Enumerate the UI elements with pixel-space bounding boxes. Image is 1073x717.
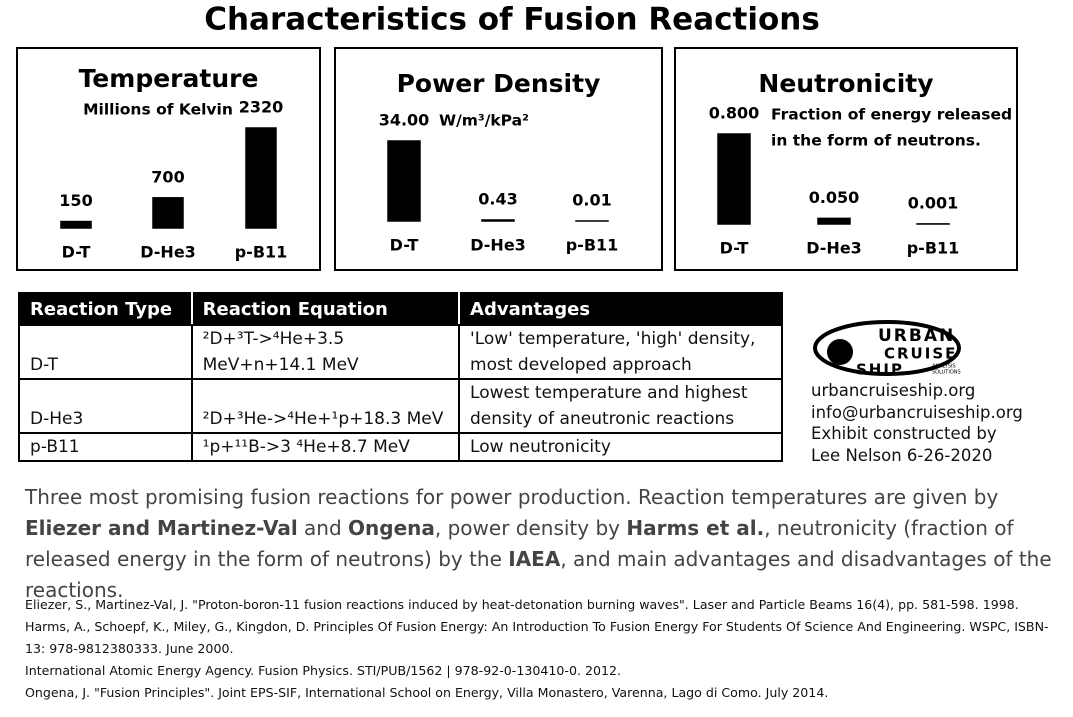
category-label: p-B11 — [907, 239, 960, 258]
table-cell: 'Low' temperature, 'high' density, most … — [458, 324, 783, 380]
reference: Harms, A., Schoepf, K., Miley, G., Kingd… — [25, 619, 1049, 656]
table-cell: ²D+³He->⁴He+¹p+18.3 MeV — [190, 378, 461, 434]
caption-segment: and — [297, 516, 349, 540]
value-label: 700 — [151, 167, 184, 186]
value-label: 2320 — [239, 98, 284, 117]
header-row: Reaction Type Reaction Equation Advantages — [18, 292, 783, 326]
caption-segment: Harms et al. — [626, 516, 765, 540]
value-label: 0.01 — [572, 190, 611, 209]
bar — [717, 133, 751, 225]
caption-segment: IAEA — [508, 547, 561, 571]
table-cell: Lowest temperature and highest density o… — [458, 378, 783, 434]
bar — [60, 220, 92, 229]
table-row: p-B11 ¹p+¹¹B->3 ⁴He+8.7 MeV Low neutronici… — [18, 432, 783, 462]
caption-segment: , power density by — [434, 516, 627, 540]
logo-ring — [813, 320, 961, 376]
value-label: 0.050 — [809, 188, 860, 207]
caption-segment: Ongena — [348, 516, 435, 540]
reference: Ongena, J. "Fusion Principles". Joint EP… — [25, 685, 829, 700]
caption-segment: , neutronicity (fraction of released ene… — [25, 516, 1014, 571]
logo-word: CRUISE — [884, 345, 957, 363]
panel-border — [16, 47, 321, 271]
category-label: D-He3 — [806, 239, 862, 258]
category-label: D-T — [390, 236, 419, 255]
category-label: D-He3 — [470, 236, 526, 255]
value-label: 0.43 — [478, 189, 517, 208]
contact-line: info@urbancruiseship.org — [811, 402, 1023, 422]
chart-title: Power Density — [397, 69, 601, 98]
caption-segment: Three most promising fusion reactions fo… — [25, 485, 999, 509]
bar — [245, 127, 277, 229]
table-cell: D-T — [18, 324, 193, 380]
chart-subtitle: in the form of neutrons. — [771, 132, 981, 150]
contact-line: Lee Nelson 6-26-2020 — [811, 445, 993, 465]
caption: Three most promising fusion reactions fo… — [25, 482, 1055, 606]
value-label: 0.001 — [908, 193, 959, 212]
logo-globe — [827, 339, 853, 365]
chart-subtitle: Fraction of energy released — [771, 106, 1012, 124]
charts: Characteristics of Fusion Reactions Temp… — [16, 2, 1018, 271]
reference: International Atomic Energy Agency. Fusi… — [25, 663, 622, 678]
value-label: 0.800 — [709, 104, 760, 123]
references: Eliezer, S., Martinez-Val, J. "Proton-bo… — [25, 594, 1055, 704]
contact-line: Exhibit constructed by — [811, 424, 997, 443]
value-label: 150 — [59, 191, 92, 210]
reference: Eliezer, S., Martinez-Val, J. "Proton-bo… — [25, 597, 1019, 612]
table-cell: p-B11 — [18, 432, 193, 462]
caption-segment: , and main advantages and disadvantages … — [25, 547, 1052, 602]
logo-tagline: ANALYSIS — [932, 364, 956, 370]
chart-subtitle: Millions of Kelvin — [83, 101, 233, 119]
table-row: D-He3 ²D+³He->⁴He+¹p+18.3 MeV Lowest tempe… — [18, 378, 783, 434]
caption-segment: Eliezer and Martinez-Val — [25, 516, 298, 540]
chart-title: Neutronicity — [758, 69, 933, 98]
bar — [817, 217, 851, 225]
header-cell: Reaction Equation — [190, 292, 461, 326]
contact: urbancruiseship.org info@urbancruiseship.… — [811, 380, 1023, 466]
panel-border — [334, 47, 663, 271]
contact-line: urbancruiseship.org — [811, 381, 976, 400]
category-label: p-B11 — [235, 243, 288, 262]
table-cell: Low neutronicity — [458, 432, 783, 462]
logo-word: SHIP — [856, 361, 904, 379]
reaction-table: Reaction Type Reaction Equation Advantages… — [18, 292, 783, 462]
header-cell: Reaction Type — [18, 292, 193, 326]
category-label: D-T — [720, 239, 749, 258]
category-label: D-T — [62, 243, 91, 262]
category-label: D-He3 — [140, 243, 196, 262]
bar — [387, 140, 421, 222]
header-cell: Advantages — [458, 292, 783, 326]
bar — [152, 197, 184, 229]
table-cell: ¹p+¹¹B->3 ⁴He+8.7 MeV — [190, 432, 461, 462]
category-label: p-B11 — [566, 236, 619, 255]
value-label: 34.00 — [379, 111, 430, 130]
table-cell: D-He3 — [18, 378, 193, 434]
unit-label: W/m³/kPa² — [439, 112, 529, 130]
chart-title: Temperature — [79, 64, 259, 93]
table-row: D-T ²D+³T->⁴He+3.5 MeV+n+14.1 MeV 'Low' te… — [18, 324, 783, 380]
logo-tagline: SOLUTIONS — [932, 370, 961, 376]
logo-word: URBAN — [878, 326, 955, 346]
panel-border — [674, 47, 1018, 271]
table-cell: ²D+³T->⁴He+3.5 MeV+n+14.1 MeV — [190, 324, 461, 380]
page-title: Characteristics of Fusion Reactions — [204, 2, 820, 38]
bar — [481, 219, 515, 222]
